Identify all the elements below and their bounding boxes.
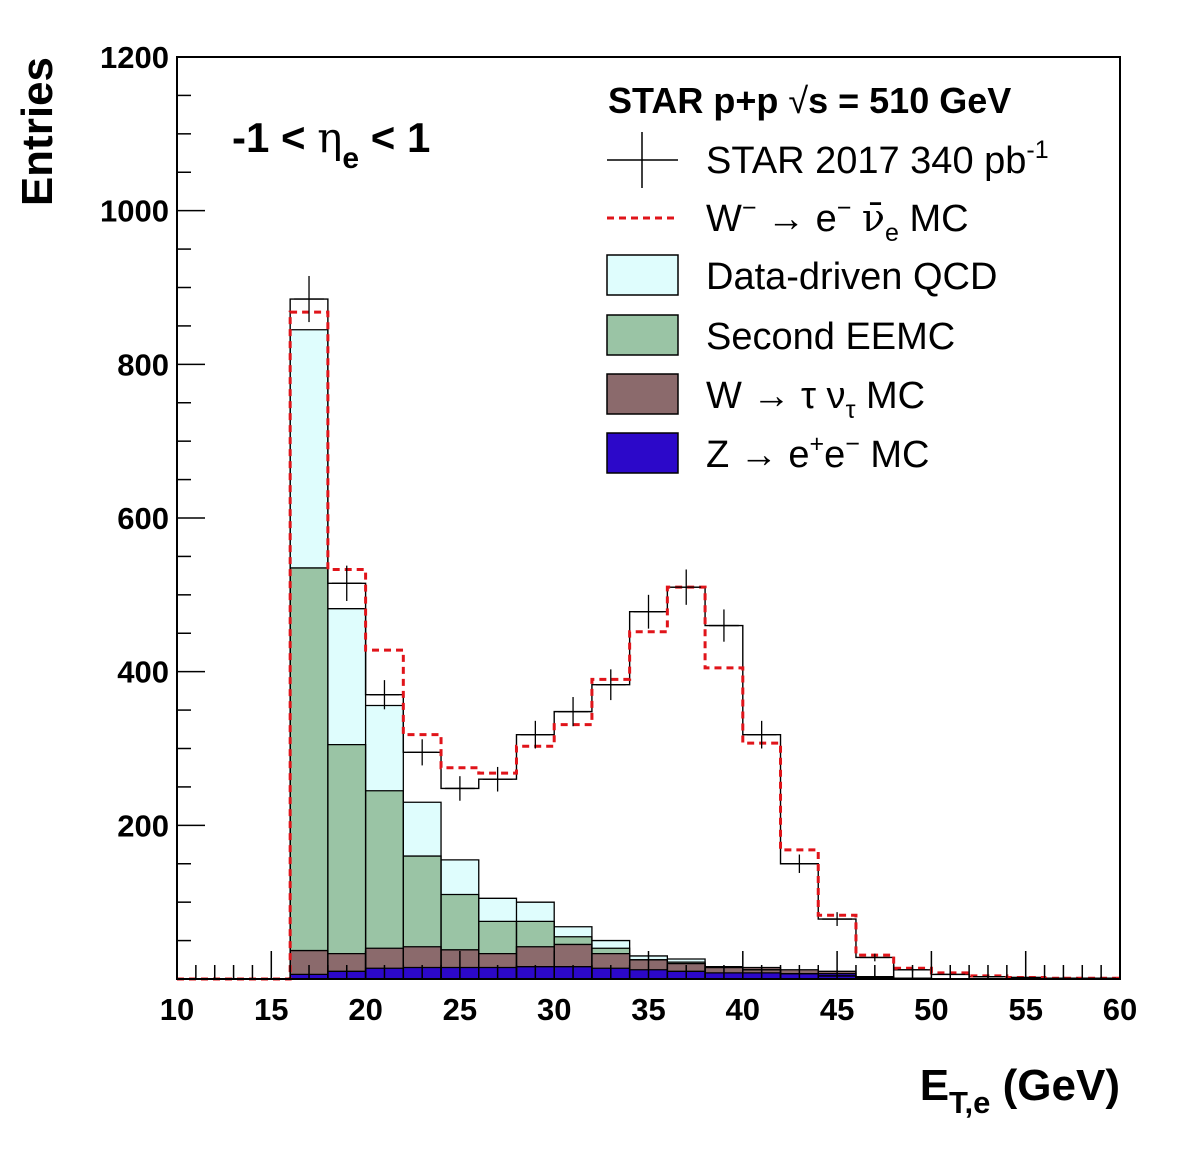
data-point	[482, 766, 513, 792]
data-point	[445, 776, 475, 801]
eemc-bar	[327, 744, 366, 979]
x-tick-label: 40	[726, 992, 760, 1027]
y-tick-label: 800	[117, 347, 169, 382]
y-tick-label: 1000	[100, 194, 169, 229]
axes: 10 15 20 25 30 35 40 45 50 55 60 200 400 600 800 1000 12…	[100, 40, 1137, 1027]
legend-label-wmc: W− → e− ν̄e MC	[706, 194, 969, 247]
y-tick-label: 400	[117, 655, 169, 690]
legend-label-tau: W → τ ντ MC	[706, 375, 925, 424]
legend-label-qcd: Data-driven QCD	[706, 256, 997, 298]
data-point	[709, 609, 739, 642]
eemc-bar	[290, 567, 328, 979]
legend-title: STAR p+p √s = 510 GeV	[608, 80, 1011, 121]
legend-qcd-swatch	[606, 254, 679, 296]
data-point	[407, 739, 438, 766]
x-axis-title: ET,e (GeV)	[920, 1061, 1120, 1120]
data-point	[784, 854, 815, 873]
legend-label-eemc: Second EEMC	[706, 316, 955, 358]
y-axis-title: Entries	[13, 57, 62, 206]
wmc-histogram-line	[177, 310, 1120, 981]
x-tick-label: 10	[160, 992, 194, 1027]
legend-eemc-swatch	[606, 314, 679, 356]
y-tick-label: 1200	[100, 40, 169, 75]
x-tick-label: 20	[348, 992, 382, 1027]
x-tick-label: 30	[537, 992, 571, 1027]
y-tick-label: 600	[117, 501, 169, 536]
x-tick-label: 45	[820, 992, 854, 1027]
data-point	[822, 912, 852, 926]
data-point	[859, 953, 890, 962]
data-point	[558, 697, 588, 727]
legend-label-z: Z → e+e− MC	[706, 430, 929, 476]
data-point	[746, 720, 777, 749]
y-tick-label: 200	[117, 808, 169, 843]
eta-range-label: -1 < ηe < 1	[232, 113, 430, 175]
data-point	[369, 680, 400, 710]
legend-label-data: STAR 2017 340 pb-1	[706, 136, 1049, 182]
x-tick-label: 35	[631, 992, 665, 1027]
x-tick-label: 25	[443, 992, 477, 1027]
data-point	[520, 720, 551, 749]
legend: STAR p+p √s = 510 GeV STAR 2017 340 pb-1…	[606, 80, 1049, 476]
x-tick-label: 55	[1008, 992, 1042, 1027]
x-tick-label: 50	[914, 992, 948, 1027]
data-point	[294, 275, 324, 323]
data-point	[633, 594, 664, 629]
legend-tau-swatch	[606, 373, 679, 415]
x-tick-label: 15	[254, 992, 288, 1027]
data-point	[331, 565, 362, 601]
data-point	[595, 669, 626, 701]
legend-z-swatch	[606, 432, 679, 474]
data-point	[671, 569, 702, 605]
stacked-backgrounds	[289, 329, 933, 980]
x-tick-label: 60	[1103, 992, 1137, 1027]
data-points	[181, 275, 1116, 980]
